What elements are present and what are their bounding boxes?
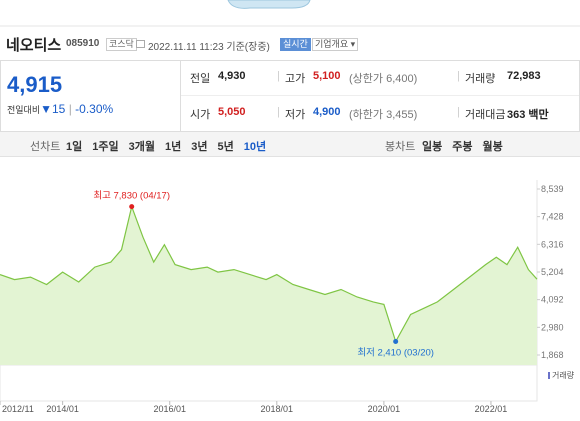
time: 2022.11.11 11:23 <box>148 42 224 53</box>
overview-label: 기업개요 <box>315 39 349 49</box>
cell-sep: | <box>277 106 280 118</box>
y-tick-label: 7,428 <box>541 212 564 222</box>
x-tick-label: 2016/01 <box>153 404 186 414</box>
x-tick-label: 2020/01 <box>368 404 401 414</box>
cell-label: 고가 <box>285 73 306 85</box>
cell-limit: (하한가 3,455) <box>349 109 418 121</box>
status: 기준(장중) <box>226 42 270 53</box>
cell-value: 5,050 <box>218 106 246 118</box>
cell-value: 4,930 <box>218 70 246 82</box>
x-tick-label: 2022/01 <box>475 404 508 414</box>
annotation-dot <box>393 339 399 345</box>
y-tick-label: 4,092 <box>541 295 564 305</box>
cell-label: 거래량 <box>465 73 496 85</box>
market-badge: 코스닥 <box>106 38 137 51</box>
candle-tab[interactable]: 주봉 <box>452 141 473 153</box>
y-tick-label: 5,204 <box>541 267 564 277</box>
change: ▼15 <box>40 102 66 116</box>
line-chart-label: 선차트 <box>30 141 61 153</box>
timestamp: 2022.11.11 11:23 기준(장중) <box>148 38 270 53</box>
volume-legend: 거래량 <box>552 370 575 380</box>
overview-button[interactable]: 기업개요 ▾ <box>312 38 359 51</box>
y-tick-label: 1,868 <box>541 350 564 360</box>
y-tick-label: 6,316 <box>541 239 564 249</box>
cell-sep: | <box>457 106 460 118</box>
tab-bar <box>0 132 580 157</box>
cell-label: 거래대금 <box>465 109 506 121</box>
change-rate: -0.30% <box>75 102 114 116</box>
current-price: 4,915 <box>7 72 63 97</box>
price-line <box>0 204 538 344</box>
annotation-label: 최저 2,410 (03/20) <box>357 348 434 359</box>
cell-value: 72,983 <box>507 70 541 82</box>
price-chart: 8,539 7,428 6,316 5,204 4,092 2,980 1,868 2012/… <box>0 180 575 414</box>
y-tick-label: 2,980 <box>541 322 564 332</box>
banner-image <box>227 0 311 9</box>
period-tab[interactable]: 1년 <box>164 141 182 153</box>
candle-tab[interactable]: 일봉 <box>422 141 443 153</box>
calendar-icon <box>136 40 145 48</box>
candle-chart-label: 봉차트 <box>385 141 416 153</box>
cell-sep: | <box>457 70 460 82</box>
cell-label: 시가 <box>190 109 211 121</box>
volume-panel <box>0 364 538 402</box>
volume-legend-swatch <box>548 372 550 379</box>
period-tab[interactable]: 1일 <box>66 141 83 153</box>
realtime-badge[interactable]: 실시간 <box>280 38 311 51</box>
company-name: 네오티스 <box>6 37 62 54</box>
cell-limit: (상한가 6,400) <box>349 73 418 85</box>
cell-label: 저가 <box>285 109 306 121</box>
period-tab[interactable]: 5년 <box>217 141 234 153</box>
change-label: 전일대비 <box>7 105 41 115</box>
cell-value: 4,900 <box>313 106 341 118</box>
cell-label: 전일 <box>190 73 211 85</box>
period-tab[interactable]: 10년 <box>243 141 267 153</box>
period-tab[interactable]: 3개월 <box>128 141 155 153</box>
banner <box>0 0 580 27</box>
annotation-dot <box>129 204 135 210</box>
cell-value: 5,100 <box>313 70 341 82</box>
x-tick-label: 2012/11 <box>2 404 34 414</box>
cell-sep: | <box>277 70 280 82</box>
candle-tab[interactable]: 월봉 <box>482 141 503 153</box>
quote-divider <box>180 60 181 131</box>
annotation-label: 최고 7,830 (04/17) <box>93 191 170 202</box>
y-tick-label: 8,539 <box>541 184 564 194</box>
period-tab[interactable]: 3년 <box>191 141 208 153</box>
x-tick-label: 2014/01 <box>46 404 79 414</box>
company-code: 085910 <box>66 38 100 49</box>
price-area <box>0 206 537 365</box>
period-tab[interactable]: 1주일 <box>92 141 119 153</box>
quote-row-divider <box>181 95 579 96</box>
x-tick-label: 2018/01 <box>261 404 294 414</box>
cell-value: 363 백만 <box>507 109 549 121</box>
change-line: 전일대비▼15 | -0.30% <box>7 102 114 116</box>
